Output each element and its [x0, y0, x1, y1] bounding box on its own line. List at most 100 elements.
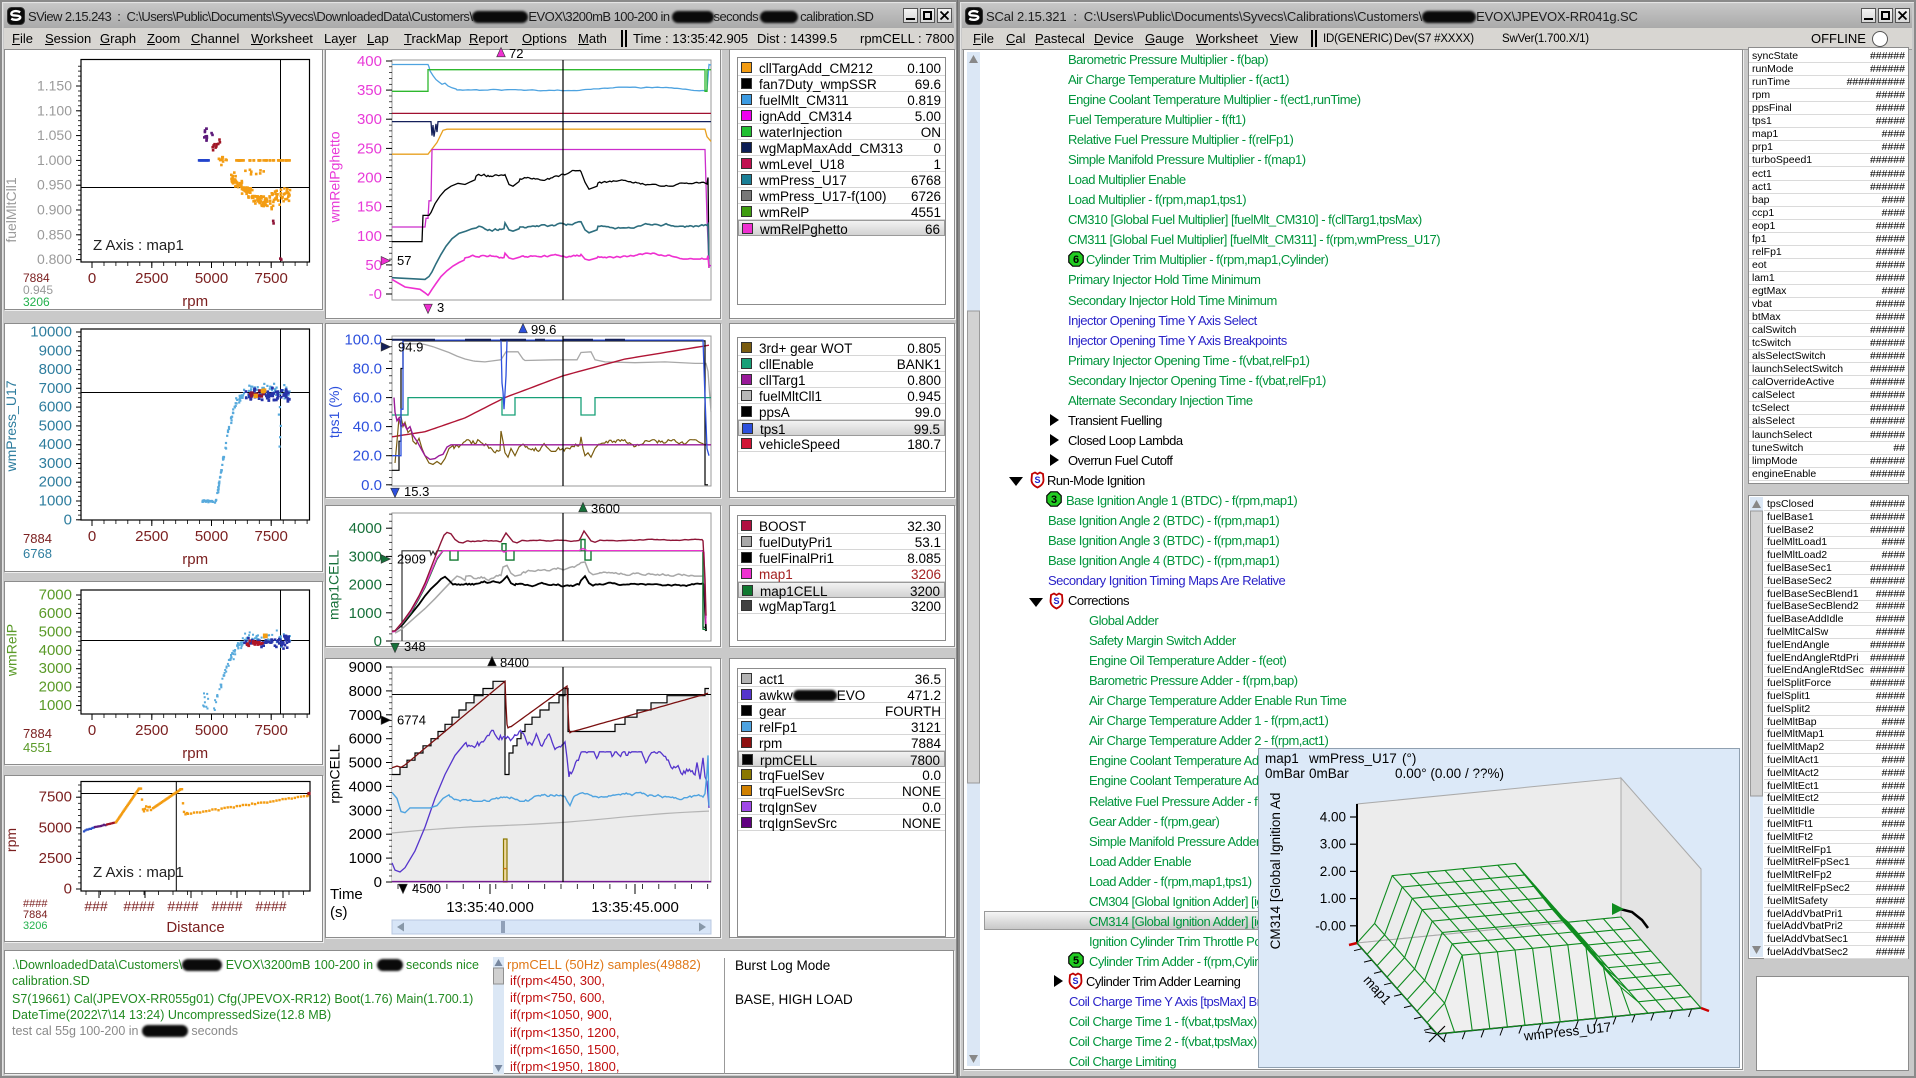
svg-text:fuelMltCll1: fuelMltCll1 — [3, 177, 19, 243]
svg-text:Z Axis : map1: Z Axis : map1 — [93, 237, 184, 254]
svg-text:13:35:45.000: 13:35:45.000 — [591, 899, 679, 916]
svg-text:80.0: 80.0 — [353, 361, 382, 378]
svg-text:40.0: 40.0 — [353, 419, 382, 436]
svg-text:6000: 6000 — [349, 731, 382, 748]
svg-text:3.00: 3.00 — [1320, 837, 1346, 852]
svg-text:72: 72 — [509, 46, 523, 61]
svg-text:7500: 7500 — [255, 270, 288, 287]
svg-text:0.0: 0.0 — [361, 477, 382, 494]
svg-text:rpm: rpm — [3, 828, 19, 852]
svg-text:0: 0 — [64, 511, 72, 528]
svg-text:4500: 4500 — [412, 881, 441, 896]
svg-text:6: 6 — [1073, 254, 1079, 266]
svg-text:2000: 2000 — [39, 679, 72, 696]
svg-text:4.00: 4.00 — [1320, 810, 1346, 825]
svg-text:9000: 9000 — [39, 342, 72, 359]
svg-text:S: S — [1053, 596, 1059, 606]
svg-text:2.00: 2.00 — [1320, 864, 1346, 879]
svg-text:(°): (°) — [1402, 751, 1416, 766]
svg-text:7000: 7000 — [349, 707, 382, 724]
svg-text:rpm: rpm — [182, 551, 208, 568]
svg-text:150: 150 — [357, 199, 382, 216]
svg-text:200: 200 — [357, 170, 382, 187]
svg-text:250: 250 — [357, 140, 382, 157]
svg-text:1000: 1000 — [39, 493, 72, 510]
svg-text:map1CELL: map1CELL — [326, 550, 342, 620]
svg-text:3: 3 — [1051, 494, 1057, 506]
svg-text:####: #### — [255, 898, 286, 914]
svg-text:5000: 5000 — [195, 722, 228, 739]
svg-text:7500: 7500 — [255, 528, 288, 545]
svg-text:2000: 2000 — [349, 577, 382, 594]
svg-text:15.3: 15.3 — [404, 484, 429, 499]
svg-text:-0.00: -0.00 — [1315, 918, 1346, 933]
svg-text:2000: 2000 — [349, 826, 382, 843]
svg-text:0.800: 0.800 — [37, 251, 72, 267]
svg-text:1000: 1000 — [349, 605, 382, 622]
svg-text:400: 400 — [357, 53, 382, 70]
svg-text:350: 350 — [357, 82, 382, 99]
svg-text:rpm: rpm — [182, 293, 208, 310]
svg-text:94.9: 94.9 — [398, 339, 423, 354]
svg-text:0.00° (0.00 / ??%): 0.00° (0.00 / ??%) — [1395, 766, 1504, 781]
svg-text:50: 50 — [365, 257, 382, 274]
svg-text:0: 0 — [88, 270, 96, 287]
svg-text:1.00: 1.00 — [1320, 891, 1346, 906]
svg-text:3000: 3000 — [349, 548, 382, 565]
svg-text:0: 0 — [64, 881, 72, 898]
svg-text:100: 100 — [357, 228, 382, 245]
svg-text:3600: 3600 — [591, 501, 620, 516]
svg-text:0.950: 0.950 — [37, 177, 72, 193]
svg-text:wmPress_U17: wmPress_U17 — [3, 380, 19, 472]
svg-text:5000: 5000 — [195, 270, 228, 287]
svg-text:8000: 8000 — [39, 361, 72, 378]
svg-text:4000: 4000 — [349, 778, 382, 795]
svg-text:2500: 2500 — [135, 528, 168, 545]
svg-text:60.0: 60.0 — [353, 390, 382, 407]
svg-text:7500: 7500 — [39, 789, 72, 806]
svg-text:-0: -0 — [369, 286, 382, 303]
svg-text:1000: 1000 — [39, 697, 72, 714]
svg-text:8400: 8400 — [500, 655, 529, 670]
svg-text:10000: 10000 — [30, 324, 72, 341]
svg-text:0mBar: 0mBar — [1265, 766, 1305, 781]
svg-text:348: 348 — [404, 639, 426, 654]
svg-text:###: ### — [84, 898, 108, 914]
svg-text:5: 5 — [1073, 955, 1079, 967]
svg-text:300: 300 — [357, 111, 382, 128]
svg-text:S: S — [1072, 976, 1078, 986]
svg-text:100.0: 100.0 — [344, 331, 382, 348]
svg-text:2909: 2909 — [397, 552, 426, 567]
svg-text:0: 0 — [374, 874, 382, 891]
svg-text:7000: 7000 — [39, 380, 72, 397]
svg-text:Distance: Distance — [166, 919, 224, 936]
svg-text:(s): (s) — [330, 904, 348, 921]
svg-text:2500: 2500 — [135, 270, 168, 287]
svg-text:6000: 6000 — [39, 605, 72, 622]
svg-text:1.050: 1.050 — [37, 127, 72, 143]
svg-text:S: S — [1034, 475, 1040, 485]
svg-text:8000: 8000 — [349, 683, 382, 700]
svg-text:4000: 4000 — [349, 520, 382, 537]
svg-text:20.0: 20.0 — [353, 448, 382, 465]
svg-text:1000: 1000 — [349, 850, 382, 867]
svg-text:4000: 4000 — [39, 642, 72, 659]
svg-text:CM314 [Global Ignition Ad: CM314 [Global Ignition Ad — [1268, 793, 1283, 950]
svg-text:1.100: 1.100 — [37, 102, 72, 118]
svg-text:2500: 2500 — [135, 722, 168, 739]
svg-text:2500: 2500 — [39, 850, 72, 867]
svg-text:3: 3 — [437, 300, 444, 315]
svg-text:0mBar: 0mBar — [1309, 766, 1349, 781]
svg-text:map1: map1 — [1265, 751, 1299, 766]
svg-text:5000: 5000 — [349, 755, 382, 772]
svg-text:wmRelP: wmRelP — [3, 624, 19, 677]
svg-text:7500: 7500 — [255, 722, 288, 739]
svg-text:9000: 9000 — [349, 659, 382, 676]
svg-text:1.150: 1.150 — [37, 78, 72, 94]
svg-text:2000: 2000 — [39, 474, 72, 491]
svg-text:####: #### — [123, 898, 154, 914]
svg-text:6000: 6000 — [39, 399, 72, 416]
svg-text:rpmCELL: rpmCELL — [327, 744, 343, 803]
svg-text:0: 0 — [374, 633, 382, 650]
svg-text:5000: 5000 — [39, 819, 72, 836]
